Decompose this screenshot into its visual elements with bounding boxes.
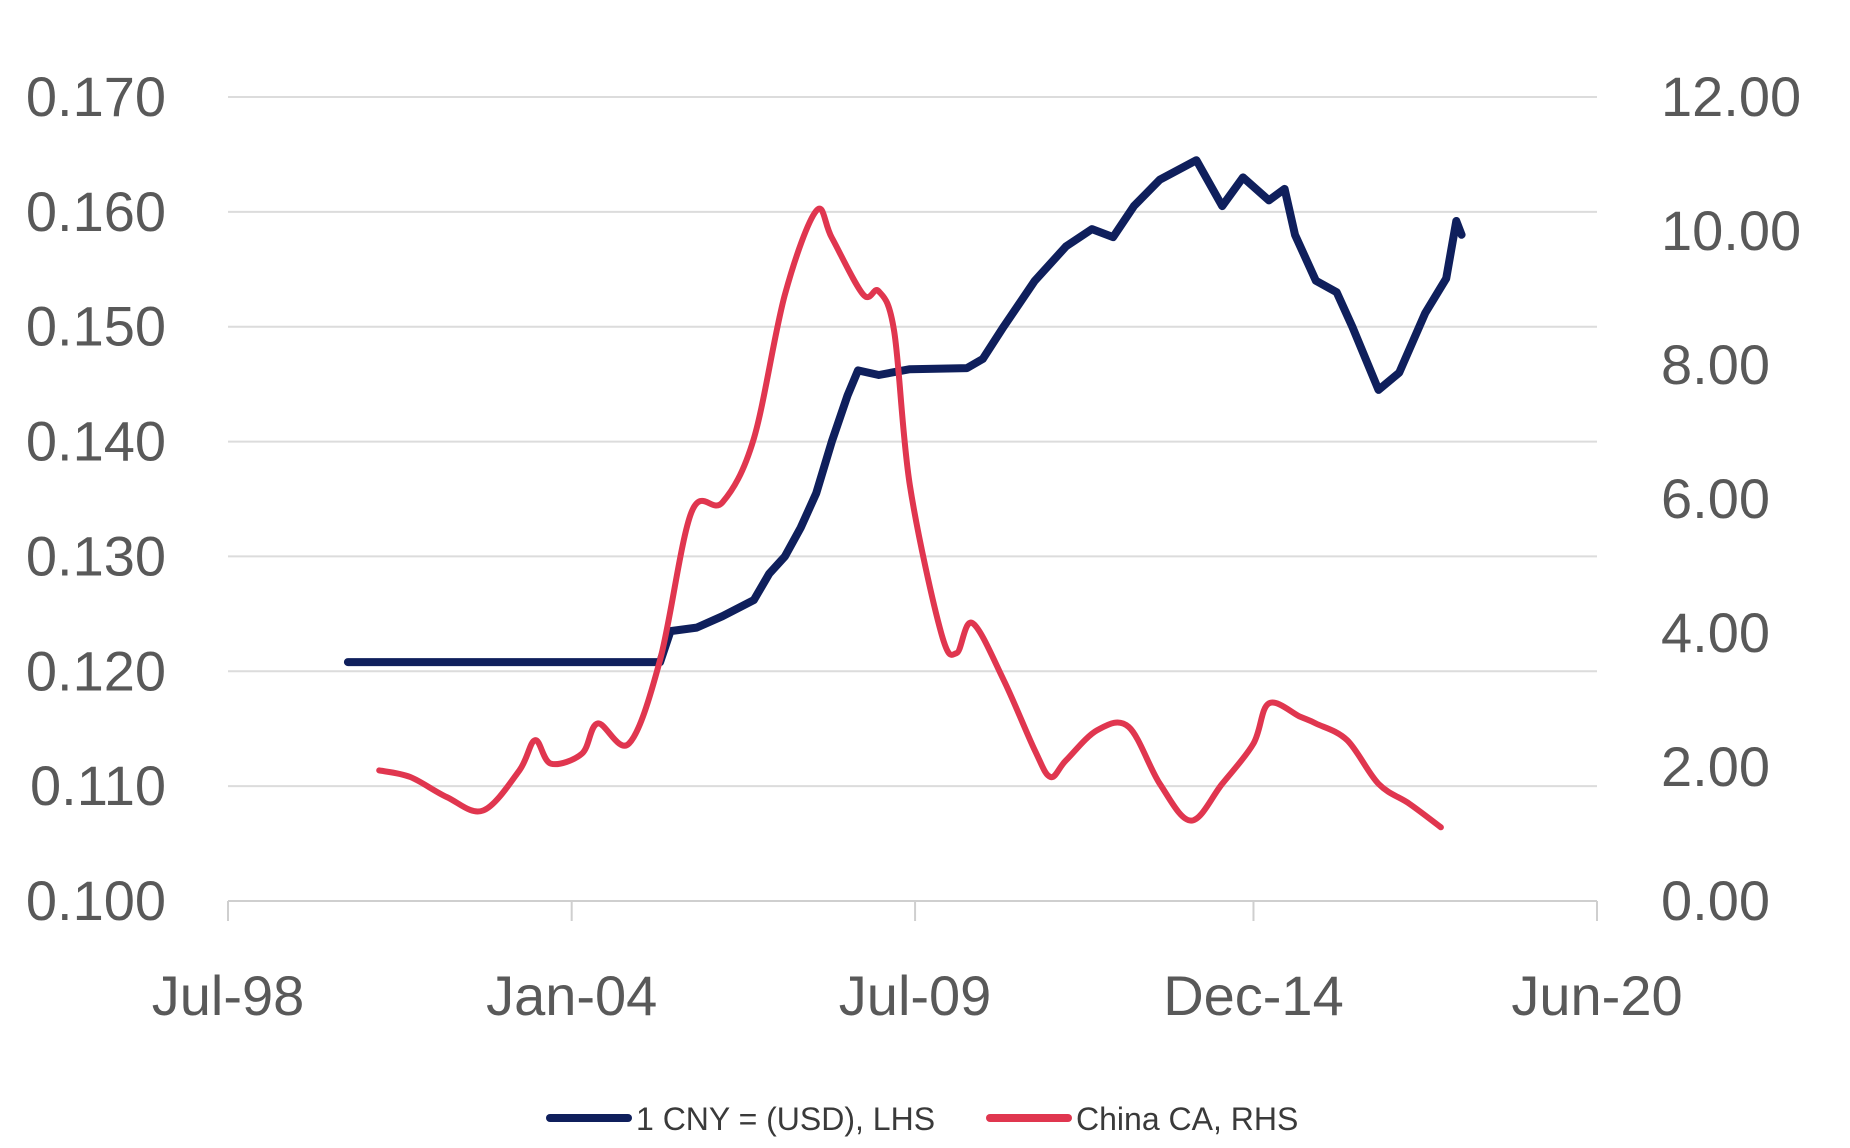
x-tick-label: Jul-09 [839,964,992,1027]
series-line-china-ca [376,205,1444,831]
y-left-tick-label: 0.110 [30,754,166,817]
y-axis-right: 0.00 2.00 4.00 6.00 8.00 10.00 12.00 [1661,65,1801,932]
y-left-tick-label: 0.150 [26,295,166,358]
y-right-tick-label: 10.00 [1661,199,1801,262]
y-right-tick-label: 6.00 [1661,467,1770,530]
y-right-tick-label: 0.00 [1661,869,1770,932]
gridlines [228,96,1597,902]
y-left-tick-label: 0.170 [26,65,166,128]
x-axis: Jul-98 Jan-04 Jul-09 Dec-14 Jun-20 [152,901,1683,1027]
y-left-tick-label: 0.100 [26,869,166,932]
series-lines [343,156,1466,831]
x-tick-label: Jan-04 [486,964,657,1027]
y-left-tick-label: 0.140 [26,410,166,473]
y-axis-left: 0.100 0.110 0.120 0.130 0.140 0.150 0.160 0.170 [26,65,166,932]
y-right-tick-label: 4.00 [1661,601,1770,664]
y-left-tick-label: 0.120 [26,639,166,702]
legend-label: China CA, RHS [1076,1101,1298,1137]
y-left-tick-label: 0.130 [26,524,166,587]
x-tick-label: Jun-20 [1511,964,1682,1027]
y-right-tick-label: 2.00 [1661,735,1770,798]
y-right-tick-label: 12.00 [1661,65,1801,128]
legend: 1 CNY = (USD), LHS China CA, RHS [546,1101,1298,1137]
legend-label: 1 CNY = (USD), LHS [636,1101,935,1137]
series-line-cny-usd [343,156,1466,667]
y-left-tick-label: 0.160 [26,180,166,243]
x-tick-label: Jul-98 [152,964,305,1027]
x-tick-label: Dec-14 [1163,964,1344,1027]
y-right-tick-label: 8.00 [1661,333,1770,396]
